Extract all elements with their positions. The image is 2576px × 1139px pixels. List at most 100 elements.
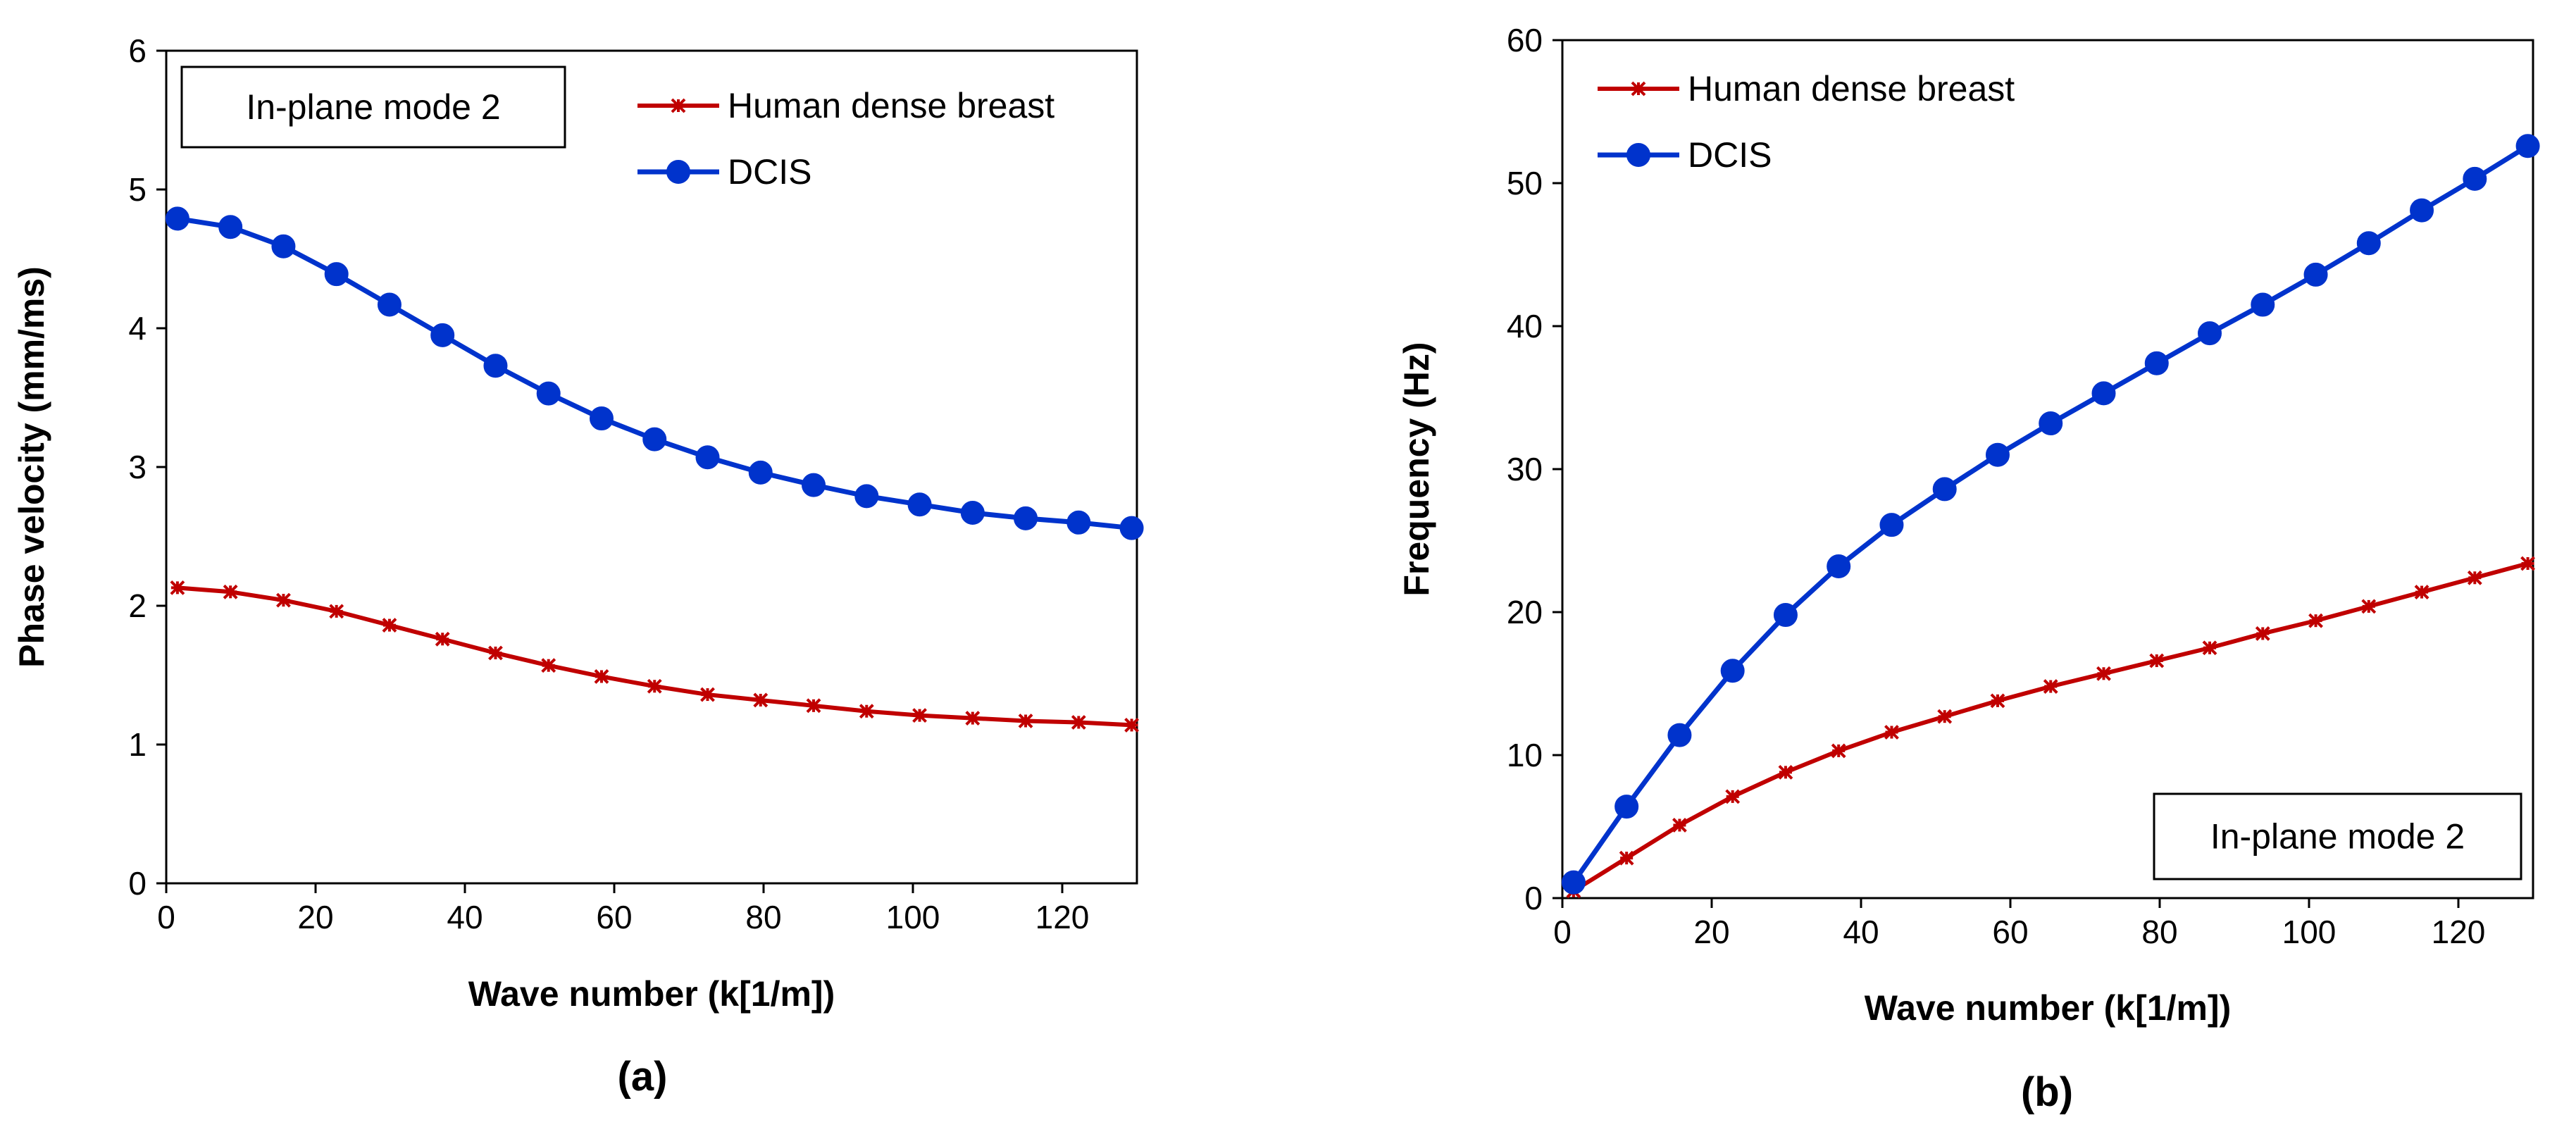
data-point-human-dense-breast bbox=[2202, 640, 2217, 656]
data-point-human-dense-breast bbox=[382, 618, 397, 633]
annotation-box bbox=[2153, 792, 2522, 880]
data-point-dcis bbox=[1561, 870, 1586, 895]
y-tick-label: 20 bbox=[1507, 594, 1543, 630]
data-point-dcis bbox=[642, 427, 667, 452]
x-tick-label: 120 bbox=[1035, 899, 1090, 935]
data-point-human-dense-breast bbox=[1124, 718, 1139, 733]
data-point-human-dense-breast bbox=[541, 658, 556, 673]
legend-label-dcis: DCIS bbox=[728, 152, 811, 192]
data-point-human-dense-breast bbox=[2308, 613, 2323, 628]
data-point-human-dense-breast bbox=[1831, 743, 1846, 759]
data-point-dcis bbox=[2356, 231, 2381, 256]
data-point-dcis bbox=[2198, 321, 2222, 346]
data-point-human-dense-breast bbox=[753, 692, 769, 708]
data-point-dcis bbox=[1985, 442, 2010, 467]
data-point-human-dense-breast bbox=[1619, 850, 1634, 866]
series-line-dcis bbox=[1572, 144, 2530, 884]
legend-label-dcis: DCIS bbox=[1688, 135, 1772, 175]
data-point-dcis bbox=[483, 354, 508, 378]
series-line-dcis bbox=[177, 216, 1132, 531]
data-point-dcis bbox=[1667, 723, 1692, 747]
x-tick-label: 40 bbox=[447, 899, 483, 935]
y-tick-label: 4 bbox=[128, 310, 147, 347]
data-point-dcis bbox=[2091, 381, 2116, 406]
data-point-dcis bbox=[1827, 554, 1851, 579]
x-tick-label: 100 bbox=[886, 899, 940, 935]
y-tick-label: 30 bbox=[1507, 451, 1543, 487]
data-point-dcis bbox=[907, 492, 932, 517]
x-axis-label: Wave number (k[1/m]) bbox=[468, 974, 835, 1014]
data-point-human-dense-breast bbox=[2467, 570, 2482, 585]
legend: Human dense breast DCIS bbox=[637, 86, 1054, 192]
data-point-dcis bbox=[430, 323, 455, 347]
panel-label-a: (a) bbox=[618, 1054, 668, 1100]
y-tick-label: 50 bbox=[1507, 165, 1543, 201]
chart-panel-b: 0 10 20 30 40 50 60 0 20 40 60 80 100 120 Wave number … bbox=[1397, 22, 2540, 1115]
data-point-human-dense-breast bbox=[700, 687, 715, 702]
x-tick-label: 80 bbox=[745, 899, 781, 935]
y-tick-label: 60 bbox=[1507, 22, 1543, 58]
data-point-human-dense-breast bbox=[965, 711, 981, 726]
series-line-human-dense-breast bbox=[177, 585, 1132, 728]
annotation-text: In-plane mode 2 bbox=[246, 87, 500, 127]
x-tick-label: 120 bbox=[2432, 914, 2486, 950]
data-point-human-dense-breast bbox=[1990, 693, 2005, 709]
y-tick-label: 5 bbox=[128, 171, 147, 208]
data-point-human-dense-breast bbox=[806, 698, 821, 714]
legend-label-human-dense-breast: Human dense breast bbox=[728, 86, 1054, 125]
y-axis-label: Phase velocity (mm/ms) bbox=[12, 266, 51, 668]
y-tick-label: 10 bbox=[1507, 737, 1543, 773]
panel-label-b: (b) bbox=[2021, 1069, 2073, 1115]
data-point-human-dense-breast bbox=[1778, 764, 1793, 780]
data-point-human-dense-breast bbox=[2255, 626, 2270, 641]
x-tick-label: 40 bbox=[1843, 914, 1879, 950]
data-point-human-dense-breast bbox=[488, 645, 503, 661]
data-point-human-dense-breast bbox=[435, 631, 450, 647]
data-point-dcis bbox=[2144, 351, 2169, 375]
data-point-dcis bbox=[271, 234, 296, 259]
data-point-human-dense-breast bbox=[1672, 818, 1687, 833]
data-point-dcis bbox=[2303, 262, 2328, 287]
data-point-dcis bbox=[2515, 134, 2540, 158]
legend-marker-dcis bbox=[1626, 143, 1650, 167]
data-point-dcis bbox=[589, 406, 614, 431]
data-point-dcis bbox=[1773, 603, 1798, 628]
data-point-human-dense-breast bbox=[1018, 714, 1033, 728]
data-point-dcis bbox=[748, 460, 773, 485]
plot-area bbox=[165, 49, 1138, 885]
data-point-dcis bbox=[536, 381, 561, 406]
data-point-dcis bbox=[802, 473, 826, 497]
data-point-human-dense-breast bbox=[223, 584, 238, 599]
data-point-human-dense-breast bbox=[276, 592, 291, 608]
x-tick-label: 100 bbox=[2282, 914, 2337, 950]
y-tick-label: 1 bbox=[128, 726, 147, 763]
data-point-human-dense-breast bbox=[647, 678, 662, 694]
data-point-dcis bbox=[377, 292, 402, 317]
data-point-human-dense-breast bbox=[2149, 653, 2165, 668]
data-point-dcis bbox=[1014, 506, 1038, 530]
x-tick-label: 60 bbox=[1992, 914, 2028, 950]
data-point-human-dense-breast bbox=[1725, 789, 1741, 804]
data-point-dcis bbox=[960, 501, 985, 525]
x-axis-label: Wave number (k[1/m]) bbox=[1865, 988, 2231, 1028]
data-point-human-dense-breast bbox=[2520, 556, 2535, 571]
data-point-dcis bbox=[1614, 795, 1639, 819]
legend: Human dense breast DCIS bbox=[1598, 69, 2015, 175]
data-point-dcis bbox=[1066, 510, 1091, 535]
y-tick-label: 3 bbox=[128, 449, 147, 485]
data-point-dcis bbox=[165, 206, 189, 231]
y-axis-label: Frequency (Hz) bbox=[1397, 342, 1436, 596]
data-point-dcis bbox=[2410, 198, 2434, 223]
annotation-text: In-plane mode 2 bbox=[2210, 817, 2465, 857]
data-point-dcis bbox=[2039, 411, 2063, 436]
data-point-human-dense-breast bbox=[2414, 585, 2429, 599]
data-point-dcis bbox=[324, 262, 349, 287]
y-tick-label: 40 bbox=[1507, 308, 1543, 344]
annotation-box bbox=[180, 66, 566, 149]
legend-label-human-dense-breast: Human dense breast bbox=[1688, 69, 2015, 108]
y-tick-label: 0 bbox=[128, 865, 147, 902]
data-point-human-dense-breast bbox=[2043, 679, 2058, 694]
data-point-dcis bbox=[695, 445, 720, 470]
data-point-human-dense-breast bbox=[170, 580, 185, 595]
